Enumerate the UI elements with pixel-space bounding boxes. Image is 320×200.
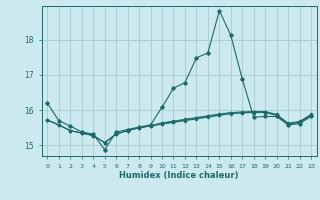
X-axis label: Humidex (Indice chaleur): Humidex (Indice chaleur) (119, 171, 239, 180)
